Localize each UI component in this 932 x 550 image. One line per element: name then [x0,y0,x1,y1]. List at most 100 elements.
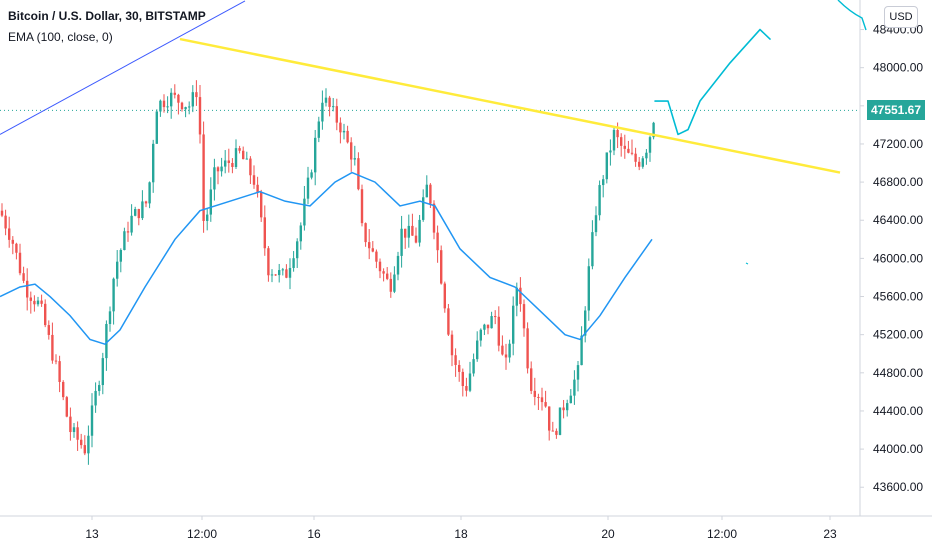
candle-body [108,311,112,324]
candle-body [634,153,637,162]
candle-body [4,215,7,229]
candle-body [29,297,32,301]
ema-legend[interactable]: EMA (100, close, 0) [8,30,113,44]
candle-body [191,92,194,107]
candle-body [378,261,382,272]
candle-body [429,184,432,204]
candle-body [418,219,421,243]
candle-body [422,197,425,220]
candle-body [630,152,634,154]
candle-body [375,251,378,262]
candle-body [483,324,486,330]
drawing-mark [837,0,867,31]
candle-body [184,107,187,110]
candle-body [598,185,601,216]
candle-body [0,210,4,216]
candle-body [648,137,652,153]
candle-body [224,160,227,167]
candle-body [530,368,533,391]
candle-body [292,258,295,268]
last-price-label: 47551.67 [867,100,925,121]
candle-body [303,198,306,226]
candle-body [443,283,446,309]
candle-body [562,407,565,411]
candle-body [33,300,36,305]
candle-body [256,184,259,193]
x-tick-label: 12:00 [187,527,217,541]
candle-body [148,182,151,204]
candle-body [389,278,392,292]
candle-body [310,172,313,178]
candle-body [54,360,58,362]
candle-body [645,152,648,159]
candle-body [126,231,130,233]
candle-body [393,274,396,292]
candle-body [119,250,122,262]
candle-body [540,397,544,403]
candle-body [252,175,256,185]
currency-button[interactable]: USD [884,6,918,28]
y-tick-label: 43600.00 [873,480,923,494]
candle-body [288,267,292,278]
candle-body [314,137,317,173]
candle-body [468,373,472,391]
candle-body [353,158,356,160]
candle-body [332,106,335,108]
candle-body [98,385,101,391]
candle-body [152,143,155,183]
candle-body [555,430,558,435]
x-tick-label: 12:00 [707,527,737,541]
yellow-trendline [179,37,841,174]
candle-body [51,334,54,361]
candle-body [612,129,616,151]
candle-body [342,130,346,133]
symbol-title[interactable]: Bitcoin / U.S. Dollar, 30, BITSTAMP [8,9,206,23]
candle-body [515,287,518,306]
candle-body [58,361,61,382]
candle-body [36,300,40,305]
candle-body [137,209,140,219]
candle-body [497,316,500,346]
candle-body [544,402,547,407]
candle-body [90,405,94,436]
candle-body [69,416,72,433]
candle-body [62,381,65,398]
candle-body [357,158,360,190]
candle-body [159,100,162,112]
y-tick-label: 45600.00 [873,290,923,304]
candle-body [537,396,540,398]
candle-body [22,273,25,281]
candle-body [454,355,457,365]
candle-body [440,250,443,284]
candle-body [260,192,263,218]
candle-body [44,303,47,326]
candle-body [40,300,43,304]
candle-body [573,379,576,396]
candle-body [216,167,220,172]
candle-body [80,439,83,446]
candle-body [558,407,562,435]
candle-body [306,177,310,199]
candle-body [198,97,202,135]
candle-body [368,242,371,249]
candle-body [134,209,137,216]
candle-body [400,228,403,256]
candle-body [47,325,50,335]
candle-body [101,358,104,386]
x-tick-label: 13 [85,527,99,541]
candle-body [512,305,515,344]
candle-body [501,345,504,355]
candle-body [11,239,14,244]
projection-curve [654,28,771,136]
x-tick-label: 23 [823,527,837,541]
candle-body [458,364,461,372]
candle-body [242,150,245,160]
candle-body [638,161,641,167]
candle-body [447,308,450,335]
candle-body [231,162,234,167]
candle-body [87,435,90,454]
candle-body [360,189,364,224]
candle-body [472,359,475,374]
